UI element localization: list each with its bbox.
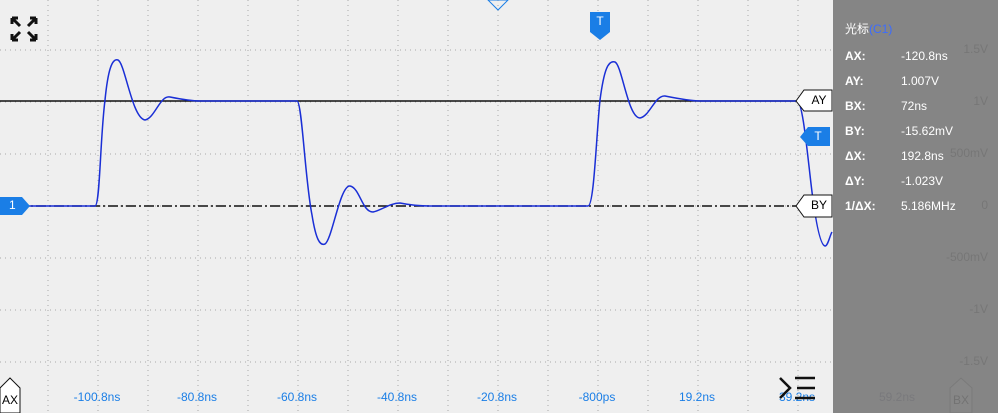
cursor-panel	[833, 0, 998, 413]
by-marker[interactable]	[795, 194, 833, 218]
trigger-right-marker[interactable]	[800, 127, 830, 146]
cursor-row-label: BY:	[845, 124, 865, 138]
trigger-top-label: T	[596, 14, 604, 28]
ax-marker[interactable]	[0, 377, 21, 413]
ax-label: AX	[2, 393, 18, 407]
by-label: BY	[811, 198, 827, 212]
trigger-top-marker[interactable]	[590, 12, 610, 40]
fullscreen-button[interactable]	[10, 16, 38, 42]
x-axis-label: -20.8ns	[477, 390, 517, 404]
menu-button[interactable]	[779, 376, 815, 400]
trigger-position	[487, 0, 509, 11]
x-axis-label: -800ps	[579, 390, 616, 404]
channel-label: 1	[9, 198, 16, 212]
cursor-row-label: ΔX:	[845, 149, 866, 163]
cursor-row-value: -1.023V	[901, 174, 943, 188]
trigger-right-label: T	[814, 129, 822, 143]
cursor-row-label: AY:	[845, 74, 864, 88]
cursor-row-label: BX:	[845, 99, 866, 113]
cursor-row-value: 1.007V	[901, 74, 939, 88]
cursor-row-label: 1/ΔX:	[845, 199, 876, 213]
panel-title: 光标(C1)	[845, 22, 892, 36]
cursor-row-label: ΔY:	[845, 174, 865, 188]
cursor-row-value: 192.8ns	[901, 149, 944, 163]
panel-title-text: 光标	[845, 22, 869, 36]
channel-marker[interactable]	[0, 197, 30, 215]
cursor-rows: AX: -120.8ns AY: 1.007V BX: 72ns BY: -15.62mV ΔX…	[845, 49, 956, 213]
x-axis-label: -60.8ns	[277, 390, 317, 404]
x-axis-label: -40.8ns	[377, 390, 417, 404]
cursor-row-value: 5.186MHz	[901, 199, 956, 213]
x-axis-labels: -100.8ns -80.8ns -60.8ns -40.8ns -20.8ns -800…	[74, 390, 915, 404]
x-axis-label: -80.8ns	[177, 390, 217, 404]
x-axis-label: -100.8ns	[74, 390, 121, 404]
ay-label: AY	[811, 93, 826, 107]
panel-source: (C1)	[869, 22, 892, 36]
x-axis-label: 19.2ns	[679, 390, 715, 404]
cursor-row-label: AX:	[845, 49, 866, 63]
waveform	[0, 59, 833, 247]
cursor-row-value: -120.8ns	[901, 49, 948, 63]
cursor-row-value: 72ns	[901, 99, 927, 113]
ay-marker[interactable]	[795, 89, 833, 112]
cursor-row-value: -15.62mV	[901, 124, 953, 138]
